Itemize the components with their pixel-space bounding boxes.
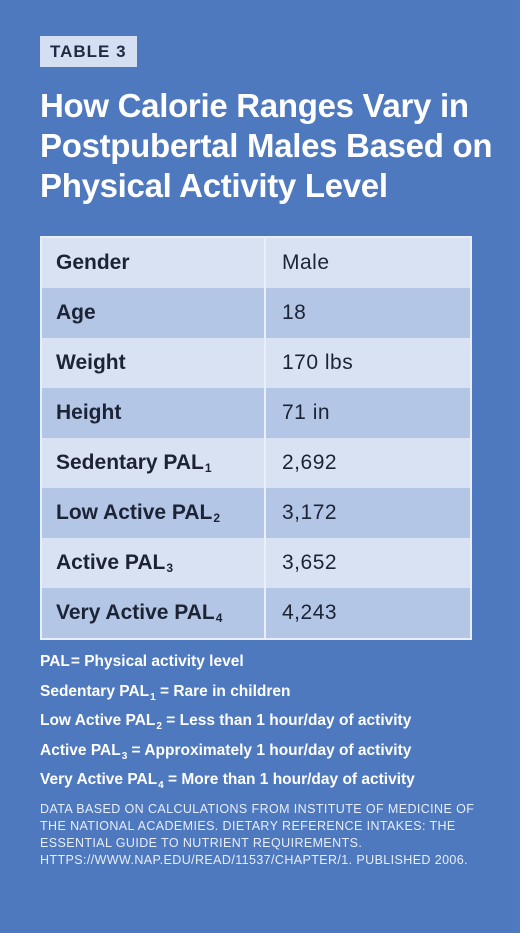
row-value: 3,652 (282, 551, 338, 574)
calorie-table: Gender Male Age 18 Weight 170 lbs Height… (40, 236, 472, 640)
table-badge: TABLE 3 (40, 36, 137, 67)
row-value: Male (282, 251, 330, 274)
table-row: Weight 170 lbs (42, 338, 470, 388)
legend-item: Sedentary PAL1 = Rare in children (40, 682, 291, 703)
row-label: Height (42, 388, 266, 438)
page-title: How Calorie Ranges Vary in Postpubertal … (40, 87, 493, 204)
row-label: Sedentary PAL 1 (42, 438, 266, 488)
row-label: Active PAL 3 (42, 538, 266, 588)
legend-item: PAL= Physical activity level (40, 653, 244, 670)
row-label: Very Active PAL 4 (42, 588, 266, 638)
row-value: 4,243 (282, 601, 338, 624)
table-row: Low Active PAL 2 3,172 (42, 488, 470, 538)
legend-item: Very Active PAL4 = More than 1 hour/day … (40, 771, 415, 791)
legend-item: Low Active PAL2 = Less than 1 hour/day o… (40, 712, 412, 732)
row-value: 2,692 (282, 451, 338, 474)
row-value: 170 lbs (282, 351, 354, 374)
row-label: Low Active PAL 2 (42, 488, 266, 538)
legend-item: Active PAL3 = Approximately 1 hour/day o… (40, 741, 412, 762)
table-row: Sedentary PAL 1 2,692 (42, 438, 470, 488)
row-label: Weight (42, 338, 266, 388)
row-label: Gender (42, 238, 266, 288)
table-row: Height 71 in (42, 388, 470, 438)
table-row: Gender Male (42, 238, 470, 288)
row-label: Age (42, 288, 266, 338)
table-row: Active PAL 3 3,652 (42, 538, 470, 588)
row-value: 3,172 (282, 501, 338, 524)
source-citation: DATA BASED ON CALCULATIONS FROM INSTITUT… (40, 802, 475, 867)
table-row: Age 18 (42, 288, 470, 338)
row-value: 71 in (282, 401, 331, 424)
pal-legend: PAL= Physical activity level Sedentary P… (40, 648, 500, 796)
table-row: Very Active PAL 4 4,243 (42, 588, 470, 638)
row-value: 18 (282, 301, 307, 324)
